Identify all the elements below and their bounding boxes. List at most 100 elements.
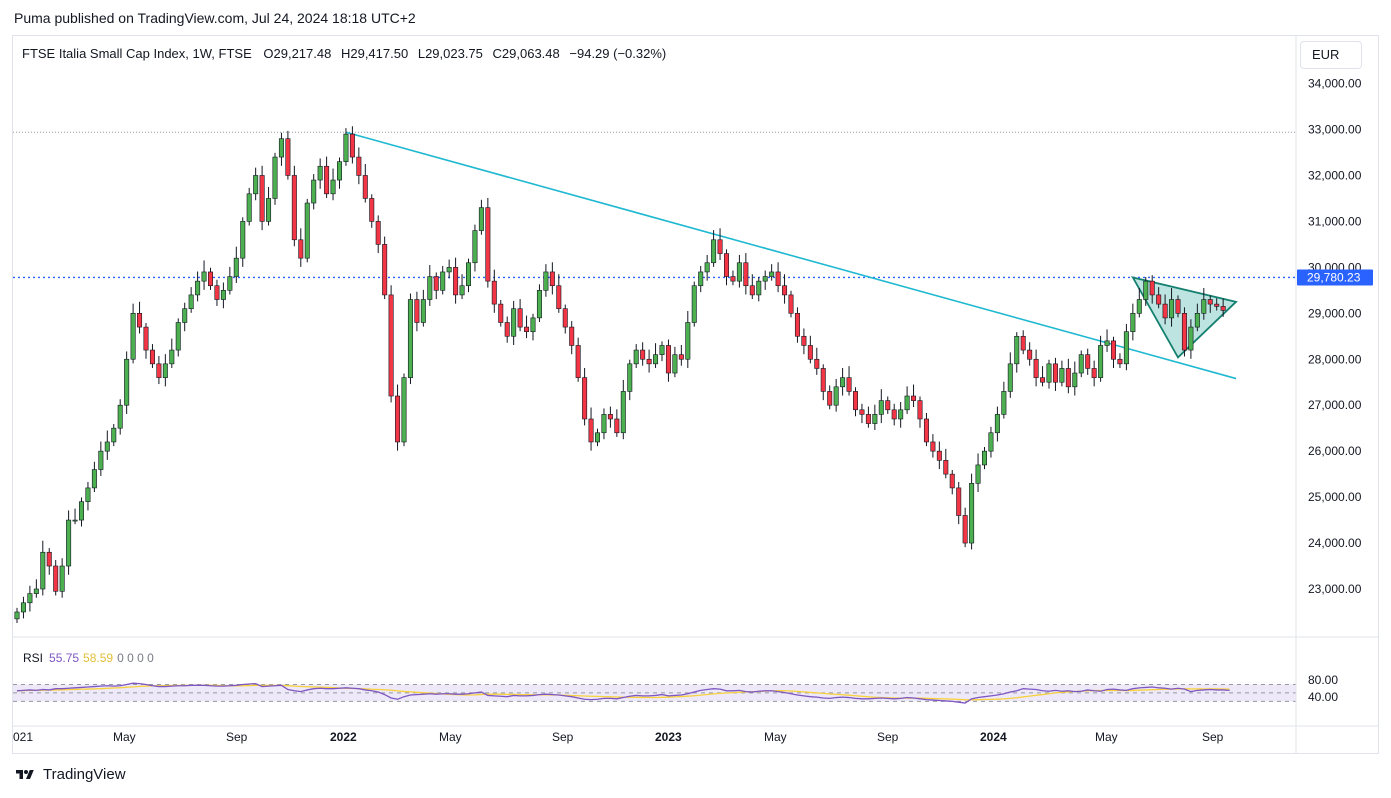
candle-body: [962, 515, 968, 544]
candle-body: [195, 280, 201, 296]
candle-body: [756, 280, 762, 296]
candle-body: [362, 175, 368, 199]
candle-body: [227, 276, 233, 291]
candle-body: [1078, 354, 1084, 374]
candle-body: [156, 363, 162, 378]
candle-body: [878, 400, 884, 415]
candle-body: [266, 198, 272, 222]
price-tick-label: 32,000.00: [1308, 168, 1362, 182]
candle-body: [349, 133, 355, 158]
tradingview-brand[interactable]: TradingView: [13, 766, 126, 783]
candle-body: [272, 156, 278, 199]
candle-body: [317, 165, 323, 181]
candle-body: [601, 414, 607, 434]
price-axis[interactable]: 23,000.00 24,000.00 25,000.00 26,000.00 27,0…: [1297, 77, 1373, 705]
candle-body: [465, 262, 471, 287]
candle-body: [453, 267, 459, 296]
candle-body: [208, 271, 214, 287]
candle-body: [524, 326, 530, 332]
candle-body: [1143, 280, 1149, 300]
symbol-title[interactable]: FTSE Italia Small Cap Index, 1W, FTSE: [22, 46, 252, 61]
candle-body: [1027, 349, 1033, 360]
candle-body: [852, 391, 858, 411]
current-price-label: 29,780.23: [1307, 270, 1361, 284]
candle-body: [20, 602, 26, 613]
candle-body: [1104, 340, 1110, 346]
candle-body: [485, 207, 491, 282]
candle-body: [659, 345, 665, 355]
candle-body: [678, 354, 684, 360]
candle-body: [498, 303, 504, 323]
candle-body: [1136, 299, 1142, 314]
currency-selector[interactable]: EUR: [1300, 41, 1362, 69]
candle-body: [975, 464, 981, 484]
candle-body: [898, 409, 904, 420]
candle-body: [91, 469, 97, 489]
candle-body: [1046, 363, 1052, 383]
candle-body: [111, 427, 117, 443]
candle-body: [633, 349, 639, 365]
candle-body: [1040, 377, 1046, 383]
time-tick-label: May: [439, 730, 462, 744]
candle-body: [569, 326, 575, 346]
rsi-tick-label: 40.00: [1308, 690, 1338, 704]
candle-body: [1007, 363, 1013, 392]
price-tick-label: 25,000.00: [1308, 490, 1362, 504]
rsi-legend[interactable]: RSI 55.75 58.59 0 0 0 0: [23, 651, 154, 665]
candle-body: [53, 565, 59, 592]
candle-body: [582, 377, 588, 420]
candle-body: [336, 161, 342, 181]
candle-body: [27, 593, 33, 604]
candle-body: [736, 262, 742, 282]
candle-body: [1052, 363, 1058, 383]
candle-body: [1181, 312, 1187, 351]
candle-body: [711, 239, 717, 264]
candle-body: [382, 244, 388, 296]
candle-body: [704, 262, 710, 273]
open-value: 29,217.48: [273, 46, 332, 61]
candle-body: [943, 460, 949, 475]
candle-body: [640, 349, 646, 360]
candle-body: [814, 358, 820, 369]
candle-body: [1214, 303, 1220, 307]
candle-body: [917, 400, 923, 420]
rsi-extra-values: 0 0 0 0: [117, 651, 154, 665]
price-tick-label: 26,000.00: [1308, 444, 1362, 458]
candle-body: [1169, 299, 1175, 319]
candle-body: [872, 414, 878, 424]
candle-body: [1130, 312, 1136, 332]
candle-body: [956, 487, 962, 516]
candle-body: [556, 285, 562, 310]
candle-body: [820, 368, 826, 392]
time-axis[interactable]: 021 May Sep 2022 May Sep 2023 May Sep 2024 May Sep: [13, 730, 1224, 744]
time-tick-label: Sep: [226, 730, 248, 744]
brand-name: TradingView: [43, 766, 126, 783]
candle-body: [859, 409, 865, 415]
candle-body: [395, 395, 401, 443]
time-tick-label: May: [113, 730, 136, 744]
candle-body: [698, 271, 704, 287]
candle-body: [40, 551, 46, 590]
candle-body: [375, 221, 381, 245]
candle-body: [743, 262, 749, 287]
candle-body: [1001, 391, 1007, 415]
candle-body: [420, 299, 426, 323]
candle-body: [594, 432, 600, 443]
candle-body: [33, 588, 39, 594]
candle-body: [175, 322, 181, 351]
candle-body: [246, 193, 252, 222]
descending-trendline[interactable]: [345, 131, 1237, 380]
time-tick-label: 2024: [980, 730, 1007, 744]
candle-body: [182, 308, 188, 323]
candle-body: [169, 349, 175, 365]
candle-body: [220, 290, 226, 300]
current-price-badge: [1297, 269, 1373, 286]
candle-body: [530, 317, 536, 332]
candle-body: [388, 294, 394, 397]
chart-frame: [12, 35, 1379, 754]
candle-body: [627, 363, 633, 392]
candle-body: [827, 391, 833, 406]
candle-body: [904, 395, 910, 411]
time-tick-label: 2023: [655, 730, 682, 744]
